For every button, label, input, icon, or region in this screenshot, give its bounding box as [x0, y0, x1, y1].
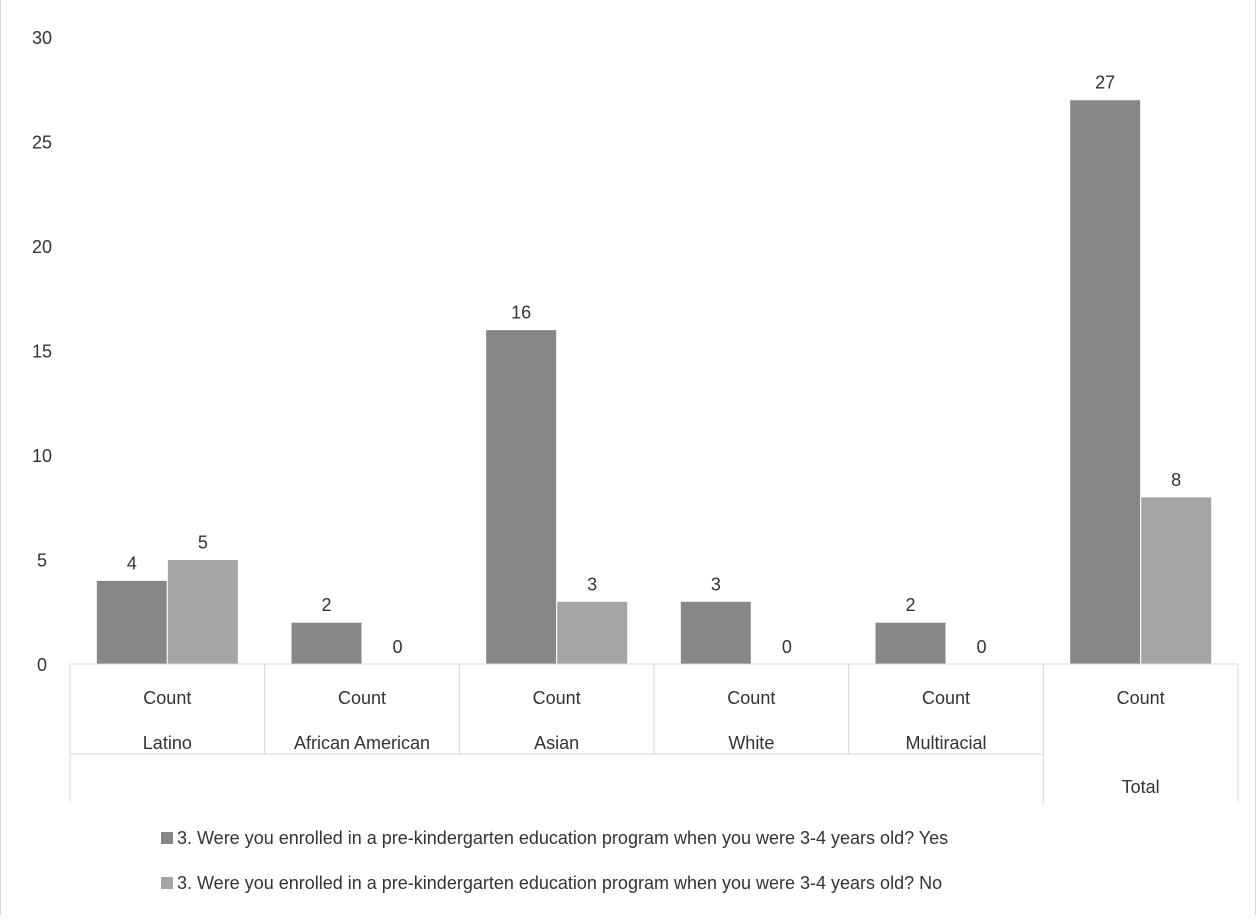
- legend: 3. Were you enrolled in a pre-kindergart…: [161, 828, 948, 893]
- y-tick-label: 10: [32, 446, 52, 466]
- x-group-label: Asian: [534, 733, 579, 753]
- bar: [679, 600, 752, 665]
- data-label: 2: [321, 595, 331, 615]
- data-label: 8: [1171, 470, 1181, 490]
- bar: [1140, 496, 1213, 665]
- data-label: 0: [392, 637, 402, 657]
- legend-swatch: [161, 877, 173, 889]
- legend-label: 3. Were you enrolled in a pre-kindergart…: [177, 873, 942, 893]
- data-label: 27: [1095, 73, 1115, 93]
- x-group-label: White: [728, 733, 774, 753]
- data-label: 2: [905, 595, 915, 615]
- bar: [874, 621, 947, 665]
- x-group-label: Total: [1122, 777, 1160, 797]
- y-tick-label: 20: [32, 237, 52, 257]
- x-group-label: African American: [294, 733, 430, 753]
- bar: [95, 579, 168, 665]
- bar: [1069, 99, 1142, 665]
- x-tick-label: Count: [727, 688, 775, 708]
- data-label: 4: [127, 553, 137, 573]
- y-tick-label: 30: [32, 28, 52, 48]
- x-tick-label: Count: [143, 688, 191, 708]
- data-label: 3: [711, 574, 721, 594]
- data-label: 3: [587, 574, 597, 594]
- y-tick-label: 25: [32, 133, 52, 153]
- y-tick-label: 5: [37, 551, 47, 571]
- bars: [95, 99, 1213, 665]
- x-axis: Count Latino Count African American Count Asi…: [69, 663, 1239, 803]
- x-group-label: Multiracial: [905, 733, 986, 753]
- data-label: 16: [511, 303, 531, 323]
- y-tick-label: 15: [32, 342, 52, 362]
- data-labels: 4 5 2 0 16 3 3 0 2 0 27 8: [127, 73, 1181, 657]
- data-label: 5: [198, 533, 208, 553]
- bar: [166, 559, 239, 665]
- x-tick-label: Count: [533, 688, 581, 708]
- bar: [290, 621, 363, 665]
- y-axis-ticks: 0 5 10 15 20 25 30: [32, 28, 52, 675]
- x-tick-label: Count: [1117, 688, 1165, 708]
- legend-swatch: [161, 832, 173, 844]
- bar: [485, 329, 558, 665]
- legend-label: 3. Were you enrolled in a pre-kindergart…: [177, 828, 948, 848]
- y-tick-label: 0: [37, 655, 47, 675]
- x-tick-label: Count: [922, 688, 970, 708]
- x-group-label: Latino: [143, 733, 192, 753]
- data-label: 0: [782, 637, 792, 657]
- bar: [556, 600, 629, 665]
- x-tick-label: Count: [338, 688, 386, 708]
- data-label: 0: [976, 637, 986, 657]
